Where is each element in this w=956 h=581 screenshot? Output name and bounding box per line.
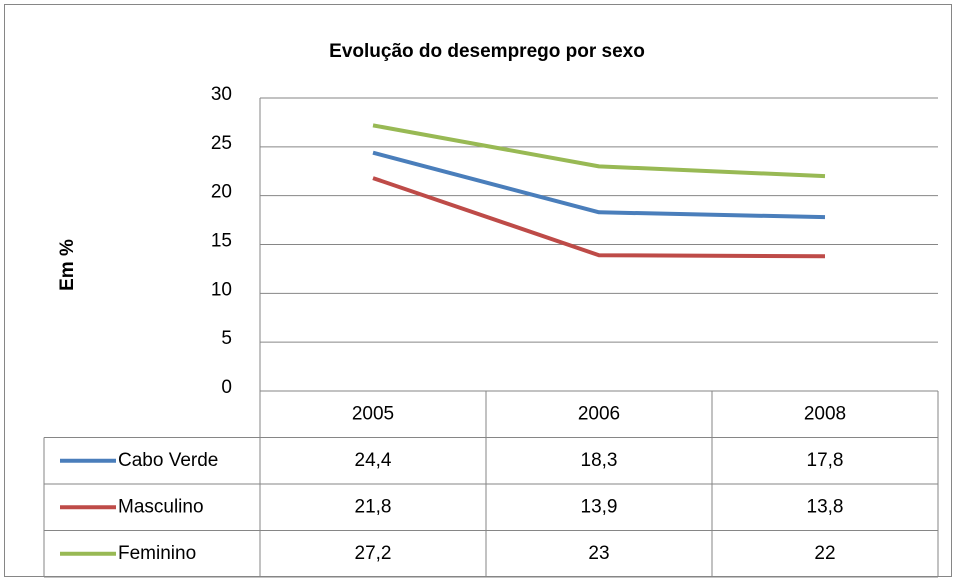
table-value: 13,9 [581, 496, 618, 517]
x-tick-label: 2006 [578, 403, 620, 424]
y-tick-label: 20 [211, 182, 232, 203]
legend-label: Cabo Verde [118, 450, 218, 471]
y-tick-label: 10 [211, 279, 232, 300]
y-tick-label: 15 [211, 231, 232, 252]
y-tick-label: 30 [211, 84, 232, 105]
legend-label: Masculino [118, 496, 204, 517]
chart-title: Evolução do desemprego por sexo [329, 41, 645, 62]
table-value: 23 [588, 543, 609, 564]
table-value: 27,2 [355, 543, 392, 564]
series-line [372, 150, 826, 220]
legend-label: Feminino [118, 543, 196, 564]
y-tick-label: 5 [221, 328, 232, 349]
series-line [372, 123, 826, 179]
y-axis-label: Em % [57, 239, 78, 291]
series-line [372, 176, 826, 259]
table-value: 13,8 [807, 496, 844, 517]
chart-border [4, 4, 952, 577]
table-value: 18,3 [581, 450, 618, 471]
table-value: 24,4 [355, 450, 392, 471]
y-tick-label: 0 [221, 377, 232, 398]
table-value: 21,8 [355, 496, 392, 517]
x-tick-label: 2005 [352, 403, 394, 424]
table-value: 17,8 [807, 450, 844, 471]
table-value: 22 [814, 543, 835, 564]
x-tick-label: 2008 [804, 403, 846, 424]
y-tick-label: 25 [211, 133, 232, 154]
